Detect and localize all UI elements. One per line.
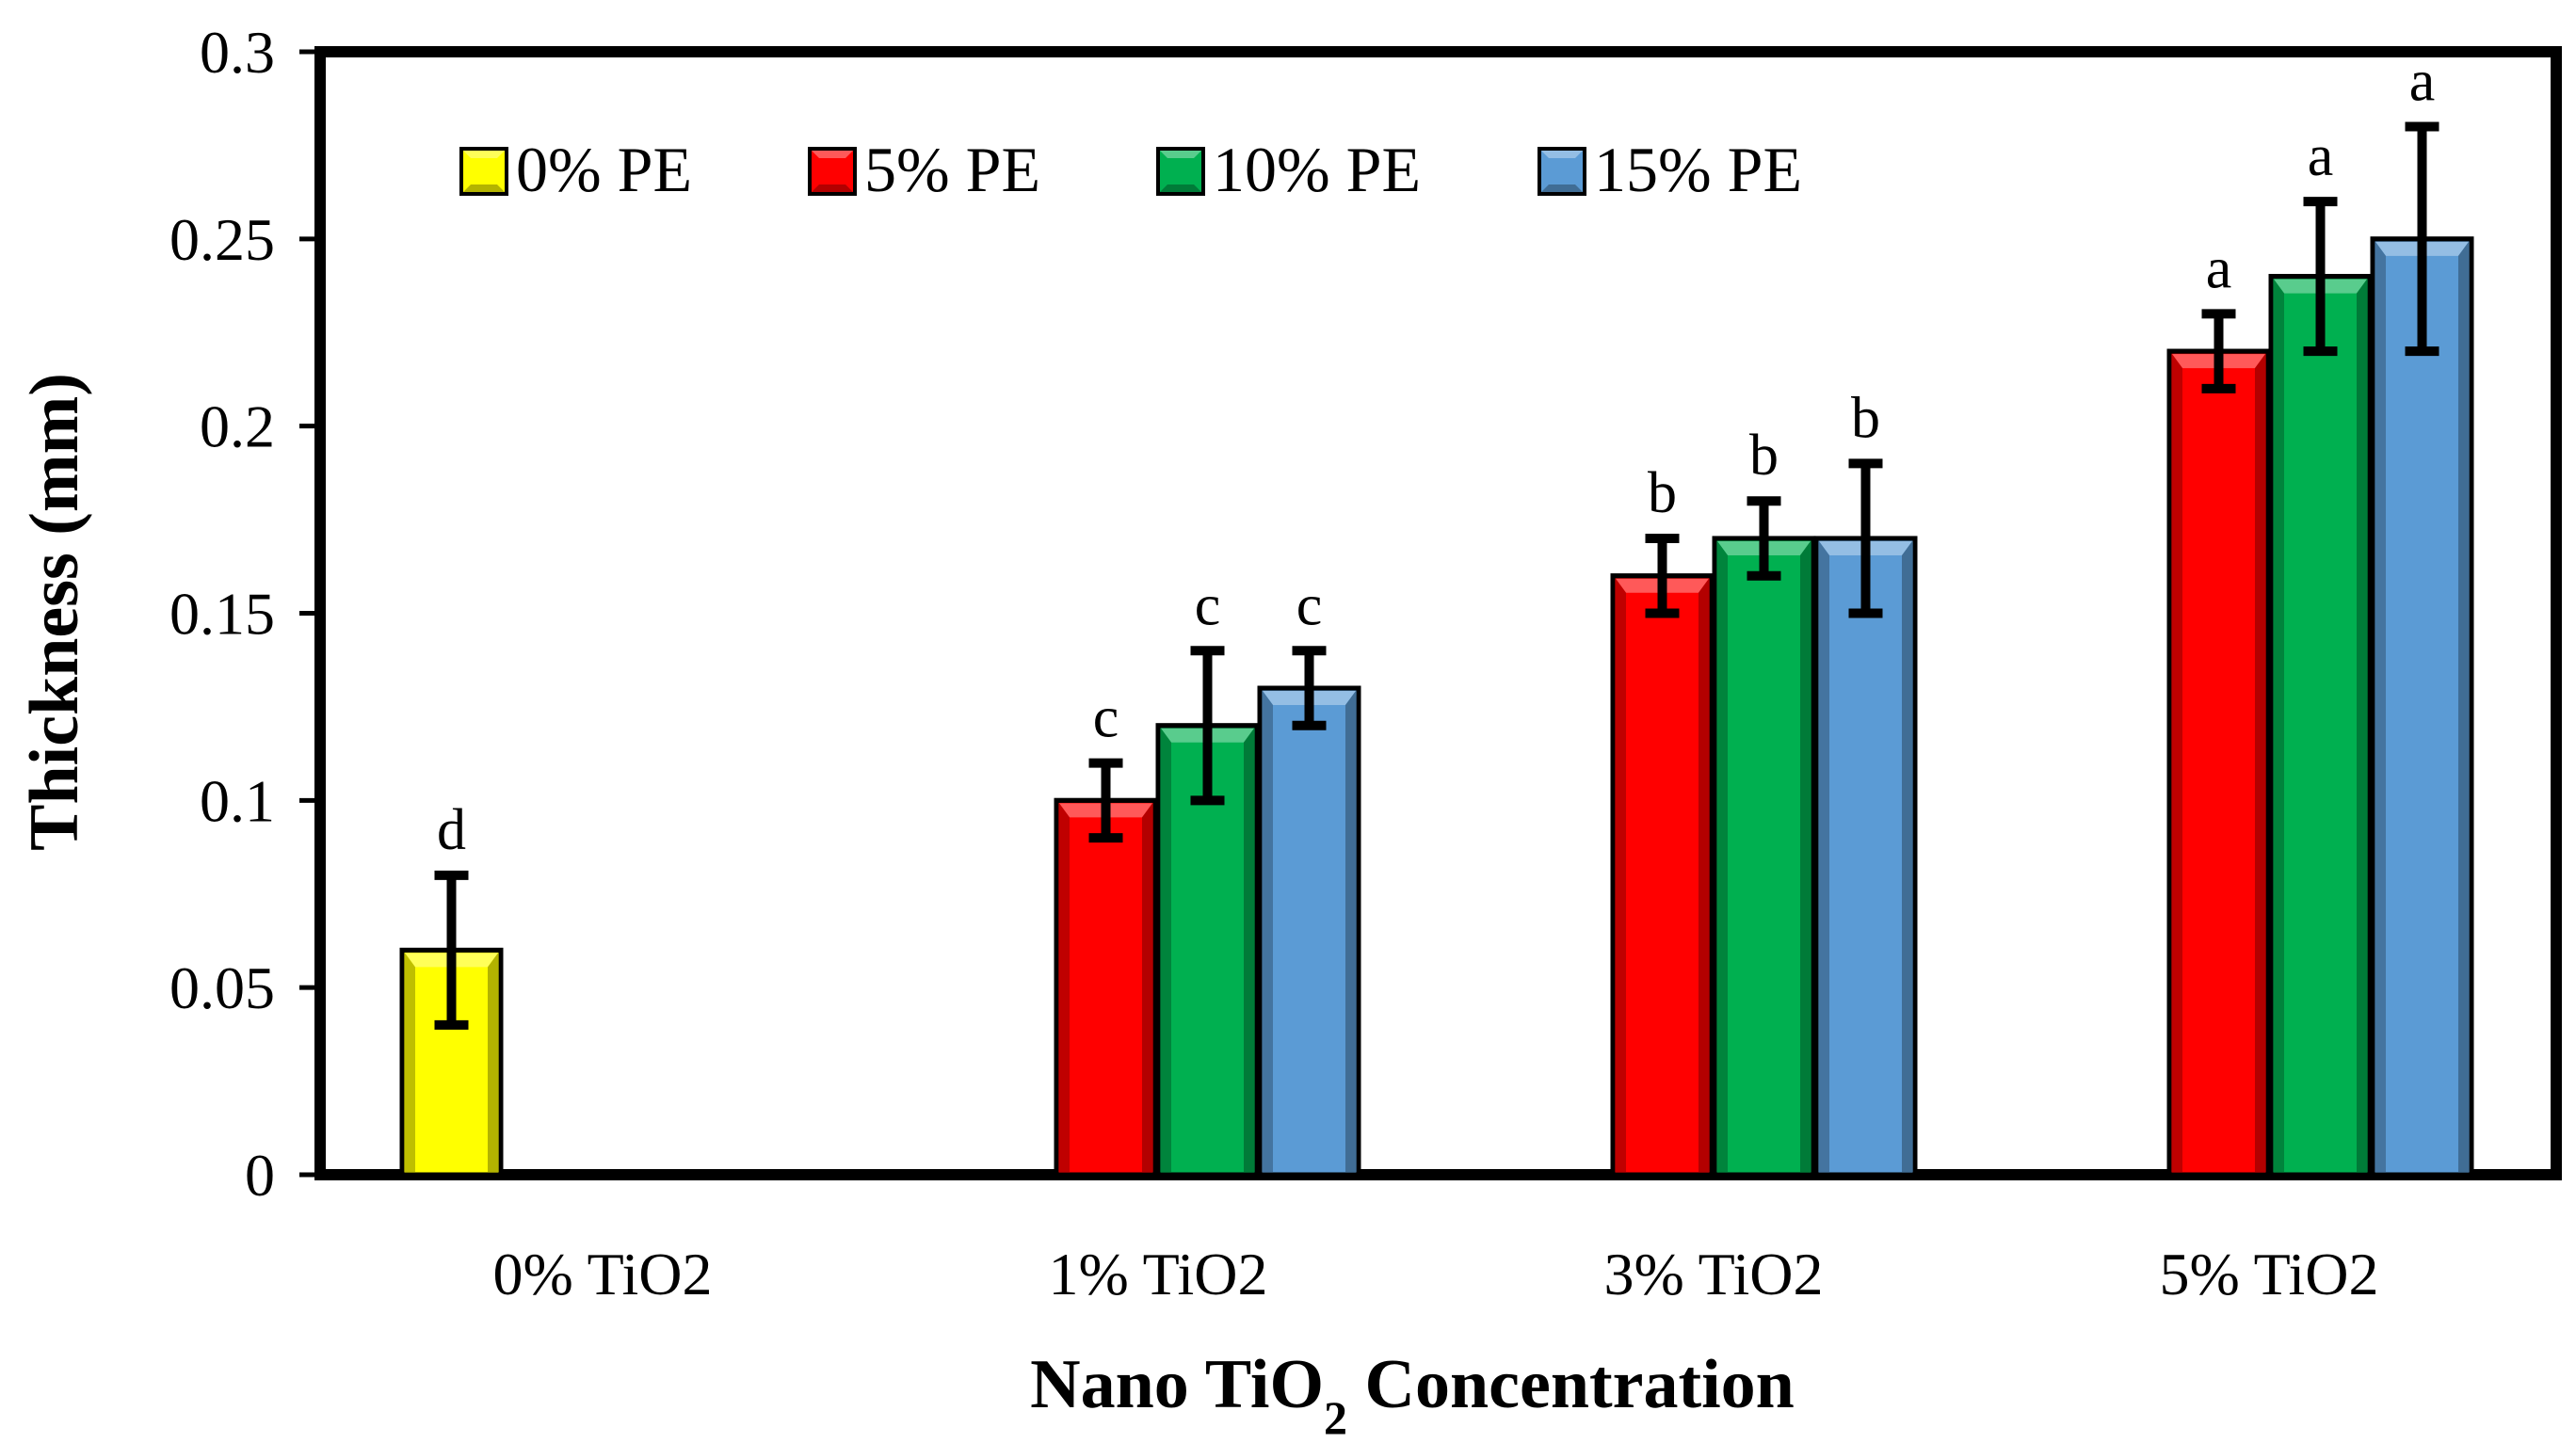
bar-bevel-right	[1142, 803, 1152, 1172]
significance-letter: b	[1749, 424, 1779, 488]
legend-label: 10% PE	[1213, 134, 1421, 205]
bar-body	[2166, 348, 2271, 1178]
bar	[2370, 236, 2474, 1178]
significance-letters: d c c c b b b a a a	[437, 50, 2435, 862]
legend-swatch-bevel	[1541, 151, 1583, 158]
legend-label: 0% PE	[516, 134, 692, 205]
bar-bevel-right	[1800, 540, 1811, 1172]
bar-body	[1054, 797, 1158, 1178]
bar-body	[2268, 274, 2373, 1178]
y-tick-label: 0.05	[169, 954, 275, 1021]
legend-item: 10% PE	[1156, 134, 1421, 205]
significance-letter: b	[1851, 386, 1880, 450]
y-tick-label: 0.3	[200, 19, 275, 86]
bar-bevel-right	[2458, 241, 2469, 1172]
bar	[399, 947, 504, 1178]
x-tick-label: 5% TiO2	[2160, 1241, 2379, 1307]
legend-label: 15% PE	[1594, 134, 1802, 205]
error-bar	[1747, 496, 1781, 581]
bar-bevel-right	[1699, 578, 1709, 1172]
y-tick-label: 0.15	[169, 581, 275, 648]
legend-swatch-bevel	[463, 151, 505, 158]
bar-body	[1712, 536, 1816, 1178]
legend-label: 5% PE	[864, 134, 1040, 205]
bar-bevel-right	[1244, 728, 1254, 1172]
bar-bevel-left	[1717, 540, 1728, 1172]
bar	[1610, 573, 1715, 1178]
bar-bevel-left	[1616, 578, 1626, 1172]
bar-body	[1813, 536, 1918, 1178]
x-axis-title-subscript: 2	[1324, 1391, 1347, 1443]
error-bar	[1848, 458, 1883, 618]
significance-letter: b	[1648, 461, 1677, 525]
bar-bevel-left	[1059, 803, 1070, 1172]
x-axis-title-main: Nano TiO	[1030, 1346, 1324, 1423]
bar-body	[2370, 236, 2474, 1178]
error-bar	[1088, 758, 1123, 843]
legend-swatch-bevel	[812, 151, 853, 158]
legend-swatch-bevel	[1160, 151, 1201, 158]
bar-bevel-left	[2172, 354, 2182, 1173]
significance-letter: a	[2308, 124, 2334, 188]
significance-letter: c	[1195, 573, 1221, 637]
error-bar	[2303, 197, 2338, 357]
axes: 0 0.05 0.1 0.15 0.2 0.25 0.3 0% TiO2 1% TiO2 3% T…	[169, 19, 2562, 1307]
bar-bevel-left	[405, 953, 415, 1172]
y-axis-title: Thickness (mm)	[16, 373, 93, 851]
error-bar	[1645, 533, 1680, 618]
error-bar	[2201, 309, 2236, 393]
significance-letter: a	[2206, 236, 2232, 300]
error-bar	[1190, 646, 1225, 806]
significance-letter: c	[1296, 573, 1323, 637]
y-tick-label: 0.25	[169, 206, 275, 273]
significance-letter: d	[437, 798, 466, 862]
legend-swatch-shadow	[1541, 184, 1583, 192]
bar	[1257, 685, 1361, 1178]
significance-letter: c	[1093, 686, 1119, 750]
bar	[1813, 536, 1918, 1178]
legend-item: 5% PE	[808, 134, 1040, 205]
x-tick-label: 0% TiO2	[493, 1241, 713, 1307]
error-bar	[1292, 646, 1327, 730]
bar-body	[1610, 573, 1715, 1178]
bar-bevel-right	[1902, 540, 1912, 1172]
bar	[1712, 536, 1816, 1178]
legend-item: 0% PE	[459, 134, 692, 205]
significance-letter: a	[2409, 50, 2436, 114]
legend-item: 15% PE	[1538, 134, 1802, 205]
legend-swatch-shadow	[1160, 184, 1201, 192]
error-bar	[2405, 121, 2439, 357]
legend: 0% PE 5% PE 10% PE 15% PE	[459, 134, 1802, 205]
error-bar	[434, 870, 469, 1030]
bar-bevel-right	[2255, 354, 2265, 1173]
bar-bevel-left	[1161, 728, 1171, 1172]
bar-bevel-left	[2274, 279, 2284, 1173]
bar-bevel-right	[488, 953, 498, 1172]
bar	[2166, 348, 2271, 1178]
bar-bevel-right	[2357, 279, 2367, 1173]
x-tick-label: 3% TiO2	[1604, 1241, 1824, 1307]
y-tick-label: 0.2	[200, 393, 275, 460]
bar	[1054, 797, 1158, 1178]
bar-body	[1257, 685, 1361, 1178]
legend-swatch-shadow	[812, 184, 853, 192]
x-axis-title: Nano TiO2 Concentration	[1030, 1346, 1795, 1443]
y-tick-label: 0	[245, 1142, 275, 1209]
error-bars	[434, 121, 2439, 1030]
legend-swatch-shadow	[463, 184, 505, 192]
bar-bevel-left	[2375, 241, 2386, 1172]
bar-bevel-left	[1263, 691, 1273, 1172]
bar-bevel-left	[1819, 540, 1829, 1172]
x-axis-title-tail: Concentration	[1347, 1346, 1795, 1423]
x-tick-label: 1% TiO2	[1049, 1241, 1268, 1307]
bars	[399, 236, 2474, 1178]
y-tick-label: 0.1	[200, 767, 275, 834]
bar	[2268, 274, 2373, 1178]
bar-bevel-right	[1345, 691, 1356, 1172]
